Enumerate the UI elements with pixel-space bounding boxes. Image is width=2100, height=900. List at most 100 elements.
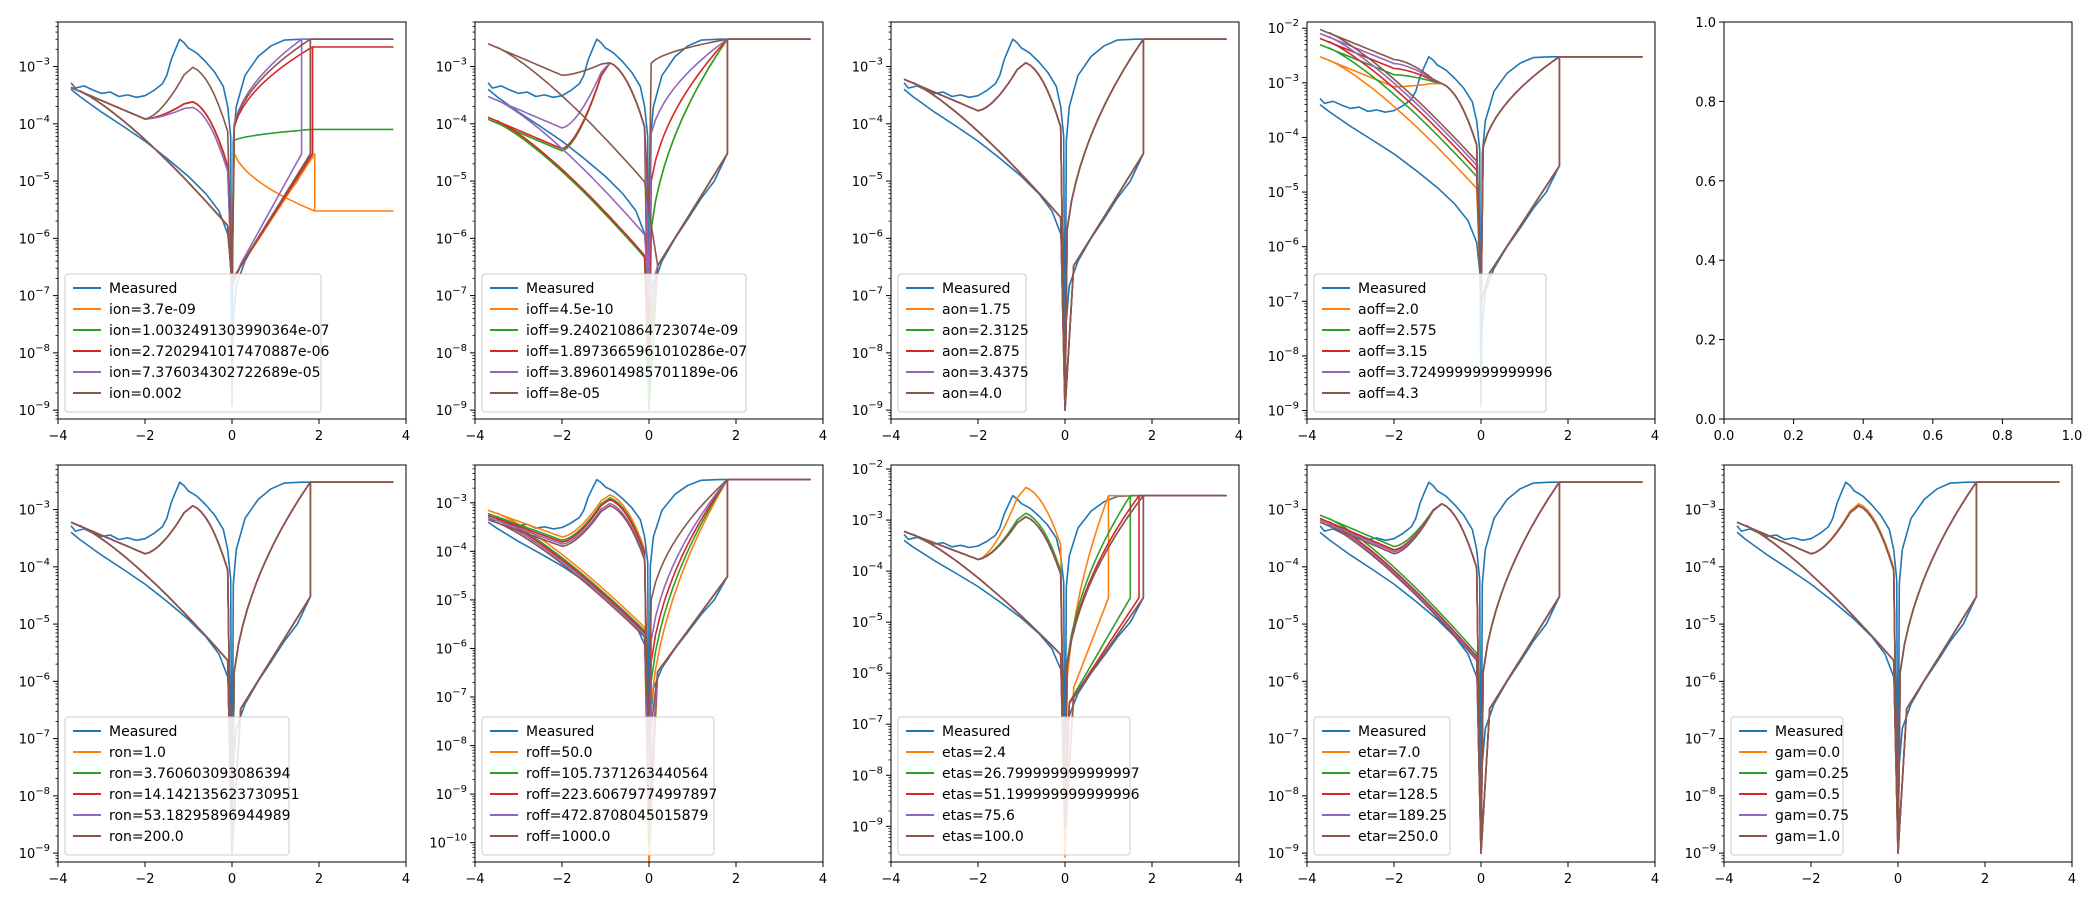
y-tick-label: 10−5 bbox=[19, 171, 50, 190]
legend-label: ion=3.7e-09 bbox=[109, 302, 196, 318]
series-group bbox=[1319, 481, 1643, 854]
x-tick-label: 4 bbox=[1235, 872, 1243, 887]
x-tick-label: 2 bbox=[732, 872, 740, 887]
y-tick-label: 10−6 bbox=[436, 638, 467, 657]
y-tick-label: 10−3 bbox=[1685, 500, 1716, 519]
legend-label: Measured bbox=[109, 281, 177, 297]
y-tick-label: 10−6 bbox=[1268, 671, 1299, 690]
series-line-4 bbox=[487, 478, 811, 795]
series-line-2 bbox=[487, 38, 811, 411]
legend-label: ron=53.18295896944989 bbox=[109, 808, 291, 824]
legend-label: roff=105.7371263440564 bbox=[526, 766, 708, 782]
subplot-9: −4 −2 0 2 4 10−9 10−8 10−7 10−6 10−5 10−4 10−3 Measu… bbox=[1268, 464, 1659, 887]
y-tick-label: 0.6 bbox=[1695, 175, 1716, 190]
series-line-5 bbox=[903, 38, 1227, 411]
x-tick-label: −4 bbox=[465, 429, 484, 444]
x-tick-label: 4 bbox=[1235, 429, 1243, 444]
legend-label: ioff=4.5e-10 bbox=[526, 302, 614, 318]
x-tick-label: −2 bbox=[1384, 429, 1403, 444]
legend: Measured ioff=4.5e-10 ioff=9.2402108647230… bbox=[481, 273, 747, 413]
legend-label: aoff=4.3 bbox=[1358, 386, 1419, 402]
legend-label: ron=200.0 bbox=[109, 829, 184, 845]
legend-label: etas=51.199999999999996 bbox=[942, 787, 1140, 803]
series-group bbox=[70, 38, 394, 407]
y-tick-label: 10−6 bbox=[852, 663, 883, 682]
y-tick-label: 0.4 bbox=[1695, 254, 1716, 269]
legend-label: ron=3.760603093086394 bbox=[109, 766, 291, 782]
series-line-3 bbox=[487, 478, 811, 821]
x-tick-label: 4 bbox=[2068, 872, 2076, 887]
legend-label: aon=4.0 bbox=[942, 386, 1002, 402]
x-tick-label: 0.4 bbox=[1853, 429, 1874, 444]
x-tick-label: 0 bbox=[1061, 429, 1069, 444]
legend-label: etas=2.4 bbox=[942, 745, 1006, 761]
legend-label: aoff=2.0 bbox=[1358, 302, 1419, 318]
y-tick-label: 10−7 bbox=[1268, 729, 1299, 748]
x-tick-label: −4 bbox=[1297, 872, 1316, 887]
series-line-5 bbox=[1736, 481, 2060, 854]
legend-label: gam=0.5 bbox=[1775, 787, 1840, 803]
x-tick-label: 2 bbox=[732, 429, 740, 444]
x-tick-label: 0.2 bbox=[1783, 429, 1804, 444]
subplot-1: −4 −2 0 2 4 10−9 10−8 10−7 10−6 10−5 10−4 10−3 Measu… bbox=[19, 21, 410, 444]
y-tick-label: 0.0 bbox=[1695, 413, 1716, 428]
y-tick-label: 10−4 bbox=[852, 114, 883, 133]
legend-label: ron=14.142135623730951 bbox=[109, 787, 300, 803]
legend-label: ioff=1.8973665961010286e-07 bbox=[526, 344, 747, 360]
y-tick-label: 10−5 bbox=[1268, 614, 1299, 633]
legend-label: ion=7.376034302722689e-05 bbox=[109, 365, 321, 381]
x-tick-label: 0.6 bbox=[1922, 429, 1943, 444]
legend-box bbox=[481, 716, 715, 856]
series-group bbox=[487, 38, 811, 411]
y-tick-label: 10−8 bbox=[436, 736, 467, 755]
y-tick-label: 10−5 bbox=[19, 614, 50, 633]
legend-label: gam=0.75 bbox=[1775, 808, 1849, 824]
y-tick-label: 10−5 bbox=[852, 612, 883, 631]
series-line-4 bbox=[487, 38, 811, 297]
legend-label: aon=1.75 bbox=[942, 302, 1011, 318]
x-tick-label: −4 bbox=[48, 872, 67, 887]
y-tick-label: 10−9 bbox=[852, 400, 883, 419]
x-tick-label: 2 bbox=[1148, 872, 1156, 887]
y-tick-label: 10−7 bbox=[19, 286, 50, 305]
x-tick-label: −2 bbox=[135, 429, 154, 444]
legend-label: ioff=8e-05 bbox=[526, 386, 600, 402]
x-tick-label: 0.0 bbox=[1714, 429, 1735, 444]
x-tick-label: 4 bbox=[402, 872, 410, 887]
subplot-10: −4 −2 0 2 4 10−9 10−8 10−7 10−6 10−5 10−4 10−3 Measu… bbox=[1685, 464, 2076, 887]
x-tick-label: 0 bbox=[645, 872, 653, 887]
series-group bbox=[903, 486, 1227, 858]
y-tick-label: 10−6 bbox=[19, 228, 50, 247]
y-tick-label: 10−3 bbox=[436, 57, 467, 76]
x-tick-label: 0 bbox=[645, 429, 653, 444]
y-tick-label: 10−8 bbox=[1268, 346, 1299, 365]
legend-box bbox=[897, 716, 1131, 856]
y-tick-label: 10−9 bbox=[1685, 843, 1716, 862]
x-tick-label: −4 bbox=[1714, 872, 1733, 887]
legend: Measured etar=7.0 etar=67.75 etar=128.5 etar… bbox=[1313, 716, 1451, 856]
legend-label: Measured bbox=[526, 281, 594, 297]
x-tick-label: 4 bbox=[402, 429, 410, 444]
x-tick-label: 0 bbox=[1477, 429, 1485, 444]
legend-label: aoff=3.7249999999999996 bbox=[1358, 365, 1552, 381]
x-tick-label: −4 bbox=[48, 429, 67, 444]
y-tick-label: 10−5 bbox=[852, 171, 883, 190]
legend-label: gam=0.0 bbox=[1775, 745, 1840, 761]
legend-label: gam=0.25 bbox=[1775, 766, 1849, 782]
y-tick-label: 10−5 bbox=[436, 590, 467, 609]
y-tick-label: 10−4 bbox=[1268, 557, 1299, 576]
y-tick-label: 10−2 bbox=[1268, 18, 1299, 37]
y-tick-label: 10−4 bbox=[19, 114, 50, 133]
y-tick-label: 10−2 bbox=[852, 459, 883, 478]
axes-frame bbox=[1723, 21, 2073, 420]
x-tick-label: −2 bbox=[1801, 872, 1820, 887]
y-tick-label: 10−5 bbox=[1685, 614, 1716, 633]
legend-label: aoff=2.575 bbox=[1358, 323, 1437, 339]
x-tick-label: 4 bbox=[819, 429, 827, 444]
series-group bbox=[70, 481, 394, 854]
x-tick-label: 0 bbox=[1894, 872, 1902, 887]
legend: Measured roff=50.0 roff=105.7371263440564 r… bbox=[481, 716, 717, 856]
legend: Measured ion=3.7e-09 ion=1.003249130399036… bbox=[64, 273, 330, 413]
y-tick-label: 10−4 bbox=[1685, 557, 1716, 576]
